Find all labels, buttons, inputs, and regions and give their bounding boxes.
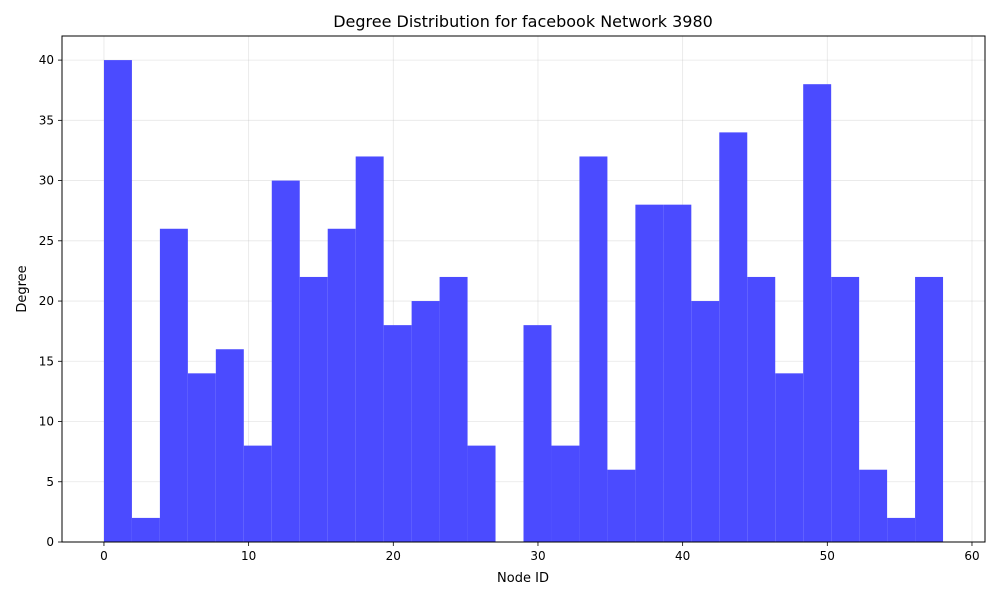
y-tick-label: 35	[39, 113, 54, 127]
histogram-bar	[915, 276, 944, 542]
histogram-bar	[159, 228, 188, 542]
histogram-bar	[327, 228, 356, 542]
histogram-bar	[383, 325, 412, 542]
chart-title: Degree Distribution for facebook Network…	[333, 12, 713, 31]
histogram-bar	[551, 445, 580, 542]
x-tick-label: 10	[241, 549, 256, 563]
y-tick-label: 0	[46, 535, 54, 549]
histogram-bar	[355, 156, 384, 542]
histogram-bar	[411, 301, 440, 542]
histogram-bar	[831, 276, 860, 542]
histogram-bar	[103, 60, 132, 542]
histogram-bar	[215, 349, 244, 542]
histogram-bar	[271, 180, 300, 543]
histogram-bar	[187, 373, 216, 542]
x-tick-label: 30	[530, 549, 545, 563]
y-axis-ticks: 0 5 10 15 20 25 30 35 40	[39, 53, 62, 549]
histogram-bar	[579, 156, 608, 542]
histogram-bar	[803, 84, 832, 542]
x-tick-label: 50	[820, 549, 835, 563]
x-tick-label: 0	[100, 549, 108, 563]
x-tick-label: 60	[964, 549, 979, 563]
y-tick-label: 30	[39, 174, 54, 188]
histogram-bar	[243, 445, 272, 542]
histogram-bar	[747, 276, 776, 542]
y-tick-label: 10	[39, 415, 54, 429]
histogram-bar	[691, 301, 720, 542]
y-tick-label: 20	[39, 294, 54, 308]
y-tick-label: 40	[39, 53, 54, 67]
histogram-bar	[299, 276, 328, 542]
histogram-bar	[439, 276, 468, 542]
x-axis-label: Node ID	[497, 571, 549, 586]
histogram-bar	[607, 469, 636, 542]
x-tick-label: 20	[386, 549, 401, 563]
histogram-bar	[887, 517, 916, 542]
bars	[103, 60, 944, 543]
y-tick-label: 25	[39, 234, 54, 248]
histogram-bar	[663, 204, 692, 542]
x-axis-ticks: 0 10 20 30 40 50 60	[100, 542, 980, 563]
histogram-bar	[523, 325, 552, 542]
plot-frame	[61, 35, 986, 543]
histogram-bar	[859, 469, 888, 542]
histogram-bar	[775, 373, 804, 542]
x-tick-label: 40	[675, 549, 690, 563]
y-axis-label: Degree	[15, 265, 30, 312]
histogram-bar	[467, 445, 496, 542]
histogram-bar	[635, 204, 664, 542]
y-tick-label: 5	[46, 475, 54, 489]
histogram-bar	[131, 517, 160, 542]
y-tick-label: 15	[39, 354, 54, 368]
histogram-bar	[719, 132, 748, 542]
